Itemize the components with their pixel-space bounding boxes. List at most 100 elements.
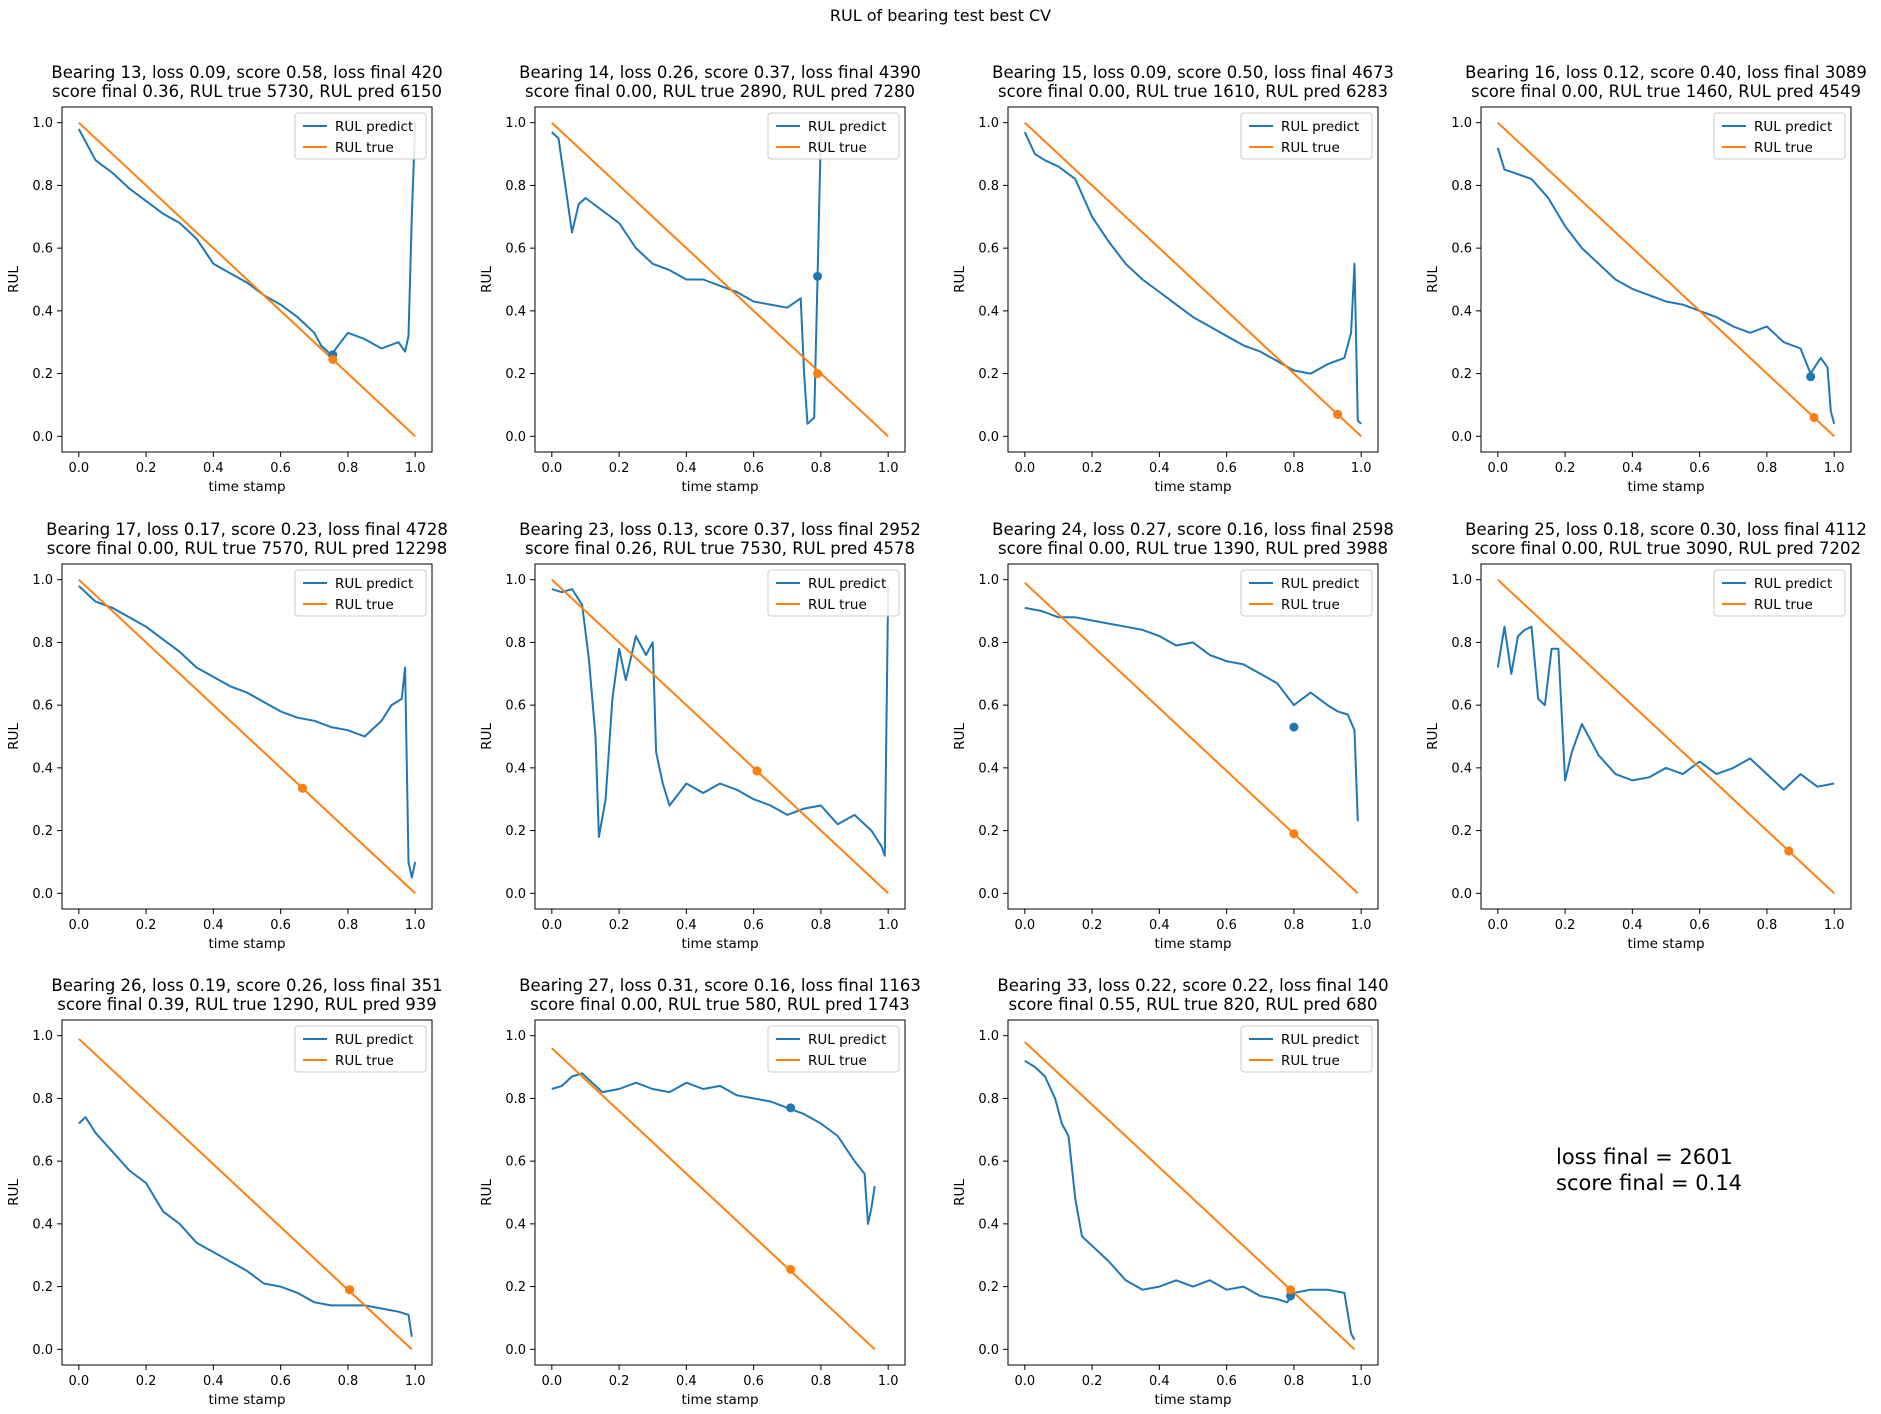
legend: RUL predict RUL true — [767, 112, 900, 160]
subplot-axes: 0.0 0.0 0.2 0.2 0.4 0.4 0.6 0.6 0.8 0.8 1.0 1.0 time… — [952, 106, 1379, 495]
y-tick-label: 1.0 — [505, 573, 526, 588]
x-tick-label: 0.6 — [1216, 918, 1237, 933]
axes-frame — [61, 1019, 433, 1366]
y-tick-label: 0.4 — [978, 1217, 999, 1232]
y-tick-label: 0.0 — [505, 430, 526, 445]
y-tick-label: 0.0 — [1451, 887, 1472, 902]
rul-true-line — [1497, 121, 1835, 438]
y-tick-label: 0.2 — [1451, 367, 1472, 382]
axes-frame — [61, 563, 433, 910]
y-axis-label: RUL — [1425, 723, 1441, 750]
legend-box — [767, 112, 900, 160]
x-tick-label: 0.2 — [136, 1374, 157, 1389]
y-tick-label: 0.4 — [978, 761, 999, 776]
subplot-title-line1: Bearing 16, loss 0.12, score 0.40, loss … — [1465, 63, 1867, 82]
x-tick-label: 0.2 — [136, 918, 157, 933]
legend-true-label: RUL true — [1754, 597, 1813, 613]
y-tick-label: 0.6 — [32, 242, 53, 257]
legend-box — [294, 112, 427, 160]
x-tick-label: 0.2 — [609, 461, 630, 476]
x-tick-label: 0.6 — [270, 918, 291, 933]
y-tick-label: 1.0 — [505, 1029, 526, 1044]
rul-predict-marker — [1289, 722, 1299, 732]
legend-true-label: RUL true — [335, 1053, 394, 1069]
legend: RUL predict RUL true — [1240, 112, 1373, 160]
legend-true-label: RUL true — [1281, 1053, 1340, 1069]
legend: RUL predict RUL true — [1240, 1025, 1373, 1073]
subplot-title: Bearing 16, loss 0.12, score 0.40, loss … — [1441, 63, 1881, 101]
y-tick-label: 0.4 — [32, 304, 53, 319]
rul-predict-line — [1024, 606, 1359, 822]
rul-true-marker — [813, 369, 823, 379]
y-tick-label: 0.4 — [505, 761, 526, 776]
subplot-axes: 0.0 0.0 0.2 0.2 0.4 0.4 0.6 0.6 0.8 0.8 1.0 1.0 time… — [952, 563, 1379, 952]
y-tick-label: 0.6 — [978, 1155, 999, 1170]
x-tick-label: 0.8 — [811, 461, 832, 476]
y-axis-label: RUL — [952, 1179, 968, 1206]
subplot-title: Bearing 17, loss 0.17, score 0.23, loss … — [22, 520, 472, 558]
y-tick-label: 0.6 — [32, 1155, 53, 1170]
rul-true-line — [1024, 582, 1359, 895]
subplot-title: Bearing 15, loss 0.09, score 0.50, loss … — [968, 63, 1418, 101]
x-axis-label: time stamp — [681, 936, 758, 952]
y-axis-label: RUL — [479, 723, 495, 750]
legend-true-label: RUL true — [1281, 597, 1340, 613]
axes-frame — [534, 1019, 906, 1366]
rul-true-marker — [345, 1285, 355, 1295]
subplot-title: Bearing 26, loss 0.19, score 0.26, loss … — [22, 976, 472, 1014]
y-tick-label: 0.8 — [1451, 179, 1472, 194]
x-tick-label: 0.4 — [676, 918, 697, 933]
legend-box — [1713, 112, 1846, 160]
subplot-title-line2: score final 0.00, RUL true 1610, RUL pre… — [998, 82, 1388, 101]
y-tick-label: 0.8 — [978, 179, 999, 194]
x-tick-label: 0.6 — [1216, 461, 1237, 476]
y-tick-label: 0.0 — [505, 1343, 526, 1358]
x-tick-label: 0.8 — [1757, 461, 1778, 476]
x-axis-label: time stamp — [681, 479, 758, 495]
legend-predict-label: RUL predict — [1281, 119, 1359, 135]
subplot-axes: 0.0 0.0 0.2 0.2 0.4 0.4 0.6 0.6 0.8 0.8 1.0 1.0 time… — [952, 1019, 1379, 1408]
y-tick-label: 0.2 — [978, 367, 999, 382]
y-tick-label: 1.0 — [1451, 116, 1472, 131]
y-tick-label: 0.0 — [505, 887, 526, 902]
x-tick-label: 0.4 — [1149, 918, 1170, 933]
y-axis-label: RUL — [479, 266, 495, 293]
subplot-title-line2: score final 0.00, RUL true 1390, RUL pre… — [998, 539, 1388, 558]
y-axis-label: RUL — [479, 1179, 495, 1206]
x-tick-label: 0.8 — [1757, 918, 1778, 933]
y-tick-label: 1.0 — [978, 116, 999, 131]
y-tick-label: 1.0 — [978, 1029, 999, 1044]
rul-true-line — [78, 578, 416, 895]
rul-true-marker — [786, 1264, 796, 1274]
legend-box — [294, 1025, 427, 1073]
legend-box — [294, 569, 427, 617]
subplot-axes: 0.0 0.0 0.2 0.2 0.4 0.4 0.6 0.6 0.8 0.8 1.0 1.0 time… — [479, 563, 906, 952]
y-tick-label: 0.2 — [505, 824, 526, 839]
y-tick-label: 1.0 — [32, 573, 53, 588]
legend-predict-label: RUL predict — [808, 1032, 886, 1048]
subplot-title-line1: Bearing 23, loss 0.13, score 0.37, loss … — [519, 520, 921, 539]
y-tick-label: 1.0 — [978, 573, 999, 588]
y-tick-label: 0.8 — [32, 1092, 53, 1107]
x-tick-label: 0.0 — [68, 1374, 89, 1389]
x-tick-label: 0.6 — [743, 1374, 764, 1389]
y-tick-label: 0.4 — [978, 304, 999, 319]
rul-predict-line — [1024, 1059, 1356, 1341]
x-tick-label: 0.8 — [338, 918, 359, 933]
x-tick-label: 0.4 — [1622, 461, 1643, 476]
x-tick-label: 0.6 — [743, 461, 764, 476]
x-tick-label: 0.0 — [1014, 1374, 1035, 1389]
x-tick-label: 0.8 — [811, 918, 832, 933]
rul-true-marker — [1286, 1285, 1296, 1295]
y-axis-label: RUL — [6, 266, 22, 293]
axes-frame — [1007, 106, 1379, 453]
x-tick-label: 0.2 — [1555, 461, 1576, 476]
x-tick-label: 0.6 — [1689, 918, 1710, 933]
y-tick-label: 0.4 — [1451, 304, 1472, 319]
y-tick-label: 0.4 — [505, 304, 526, 319]
x-tick-label: 0.8 — [811, 1374, 832, 1389]
y-tick-label: 0.4 — [32, 761, 53, 776]
x-tick-label: 1.0 — [878, 461, 899, 476]
legend-true-label: RUL true — [335, 597, 394, 613]
